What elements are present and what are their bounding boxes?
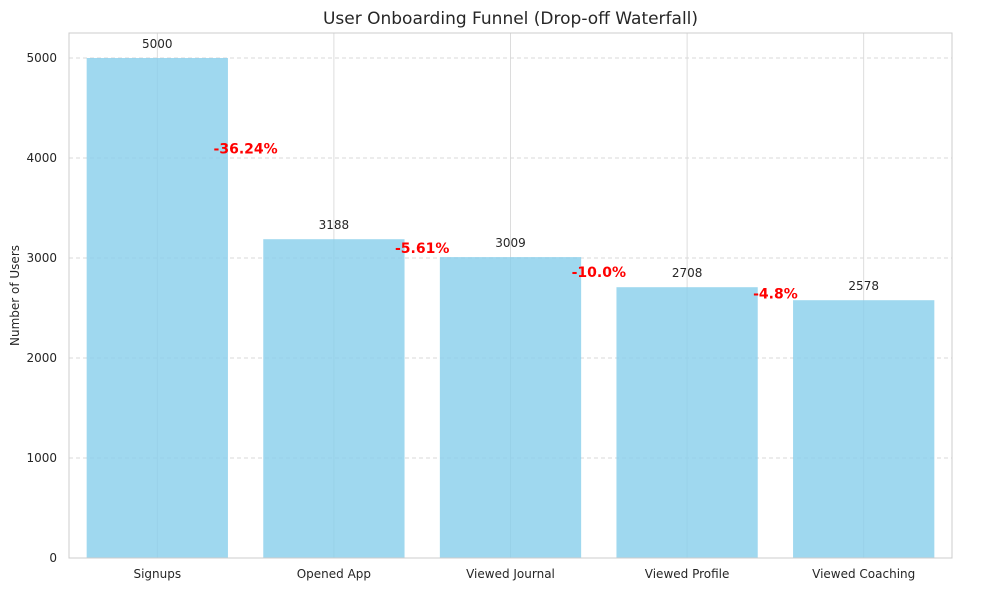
y-tick-label: 4000 bbox=[26, 151, 57, 165]
chart-title: User Onboarding Funnel (Drop-off Waterfa… bbox=[323, 9, 698, 29]
plot-frame bbox=[68, 32, 953, 559]
drop-off-labels: -36.24% -5.61% -10.0% -4.8% bbox=[214, 142, 798, 303]
drop-off-label: -4.8% bbox=[753, 287, 798, 303]
bar bbox=[616, 287, 758, 558]
y-tick-labels: 0 1000 2000 3000 4000 5000 bbox=[26, 51, 57, 565]
drop-off-label: -5.61% bbox=[395, 241, 449, 257]
bar bbox=[793, 300, 935, 558]
bar bbox=[263, 239, 405, 558]
bar-value-label: 3188 bbox=[319, 218, 350, 232]
x-tick-label: Viewed Journal bbox=[466, 567, 555, 581]
y-tick-label: 2000 bbox=[26, 351, 57, 365]
bar-value-label: 3009 bbox=[495, 236, 526, 250]
y-tick-label: 3000 bbox=[26, 251, 57, 265]
drop-off-label: -36.24% bbox=[214, 142, 278, 158]
x-tick-label: Signups bbox=[133, 567, 181, 581]
drop-off-label: -10.0% bbox=[572, 265, 626, 281]
x-tick-label: Viewed Profile bbox=[645, 567, 730, 581]
bar-layer bbox=[86, 58, 935, 558]
y-axis-label: Number of Users bbox=[8, 245, 22, 346]
x-tick-label: Viewed Coaching bbox=[812, 567, 915, 581]
bar-value-label: 2708 bbox=[672, 266, 703, 280]
bar-value-label: 5000 bbox=[142, 37, 173, 51]
bar bbox=[439, 257, 582, 558]
x-tick-labels: Signups Opened App Viewed Journal Viewed Pr… bbox=[133, 567, 915, 581]
bar-value-label: 2578 bbox=[848, 279, 879, 293]
value-labels: 5000 3188 3009 2708 2578 bbox=[142, 37, 879, 293]
x-tick-label: Opened App bbox=[297, 567, 371, 581]
y-tick-label: 1000 bbox=[26, 451, 57, 465]
y-tick-label: 0 bbox=[49, 551, 57, 565]
bar bbox=[86, 58, 228, 558]
y-tick-label: 5000 bbox=[26, 51, 57, 65]
